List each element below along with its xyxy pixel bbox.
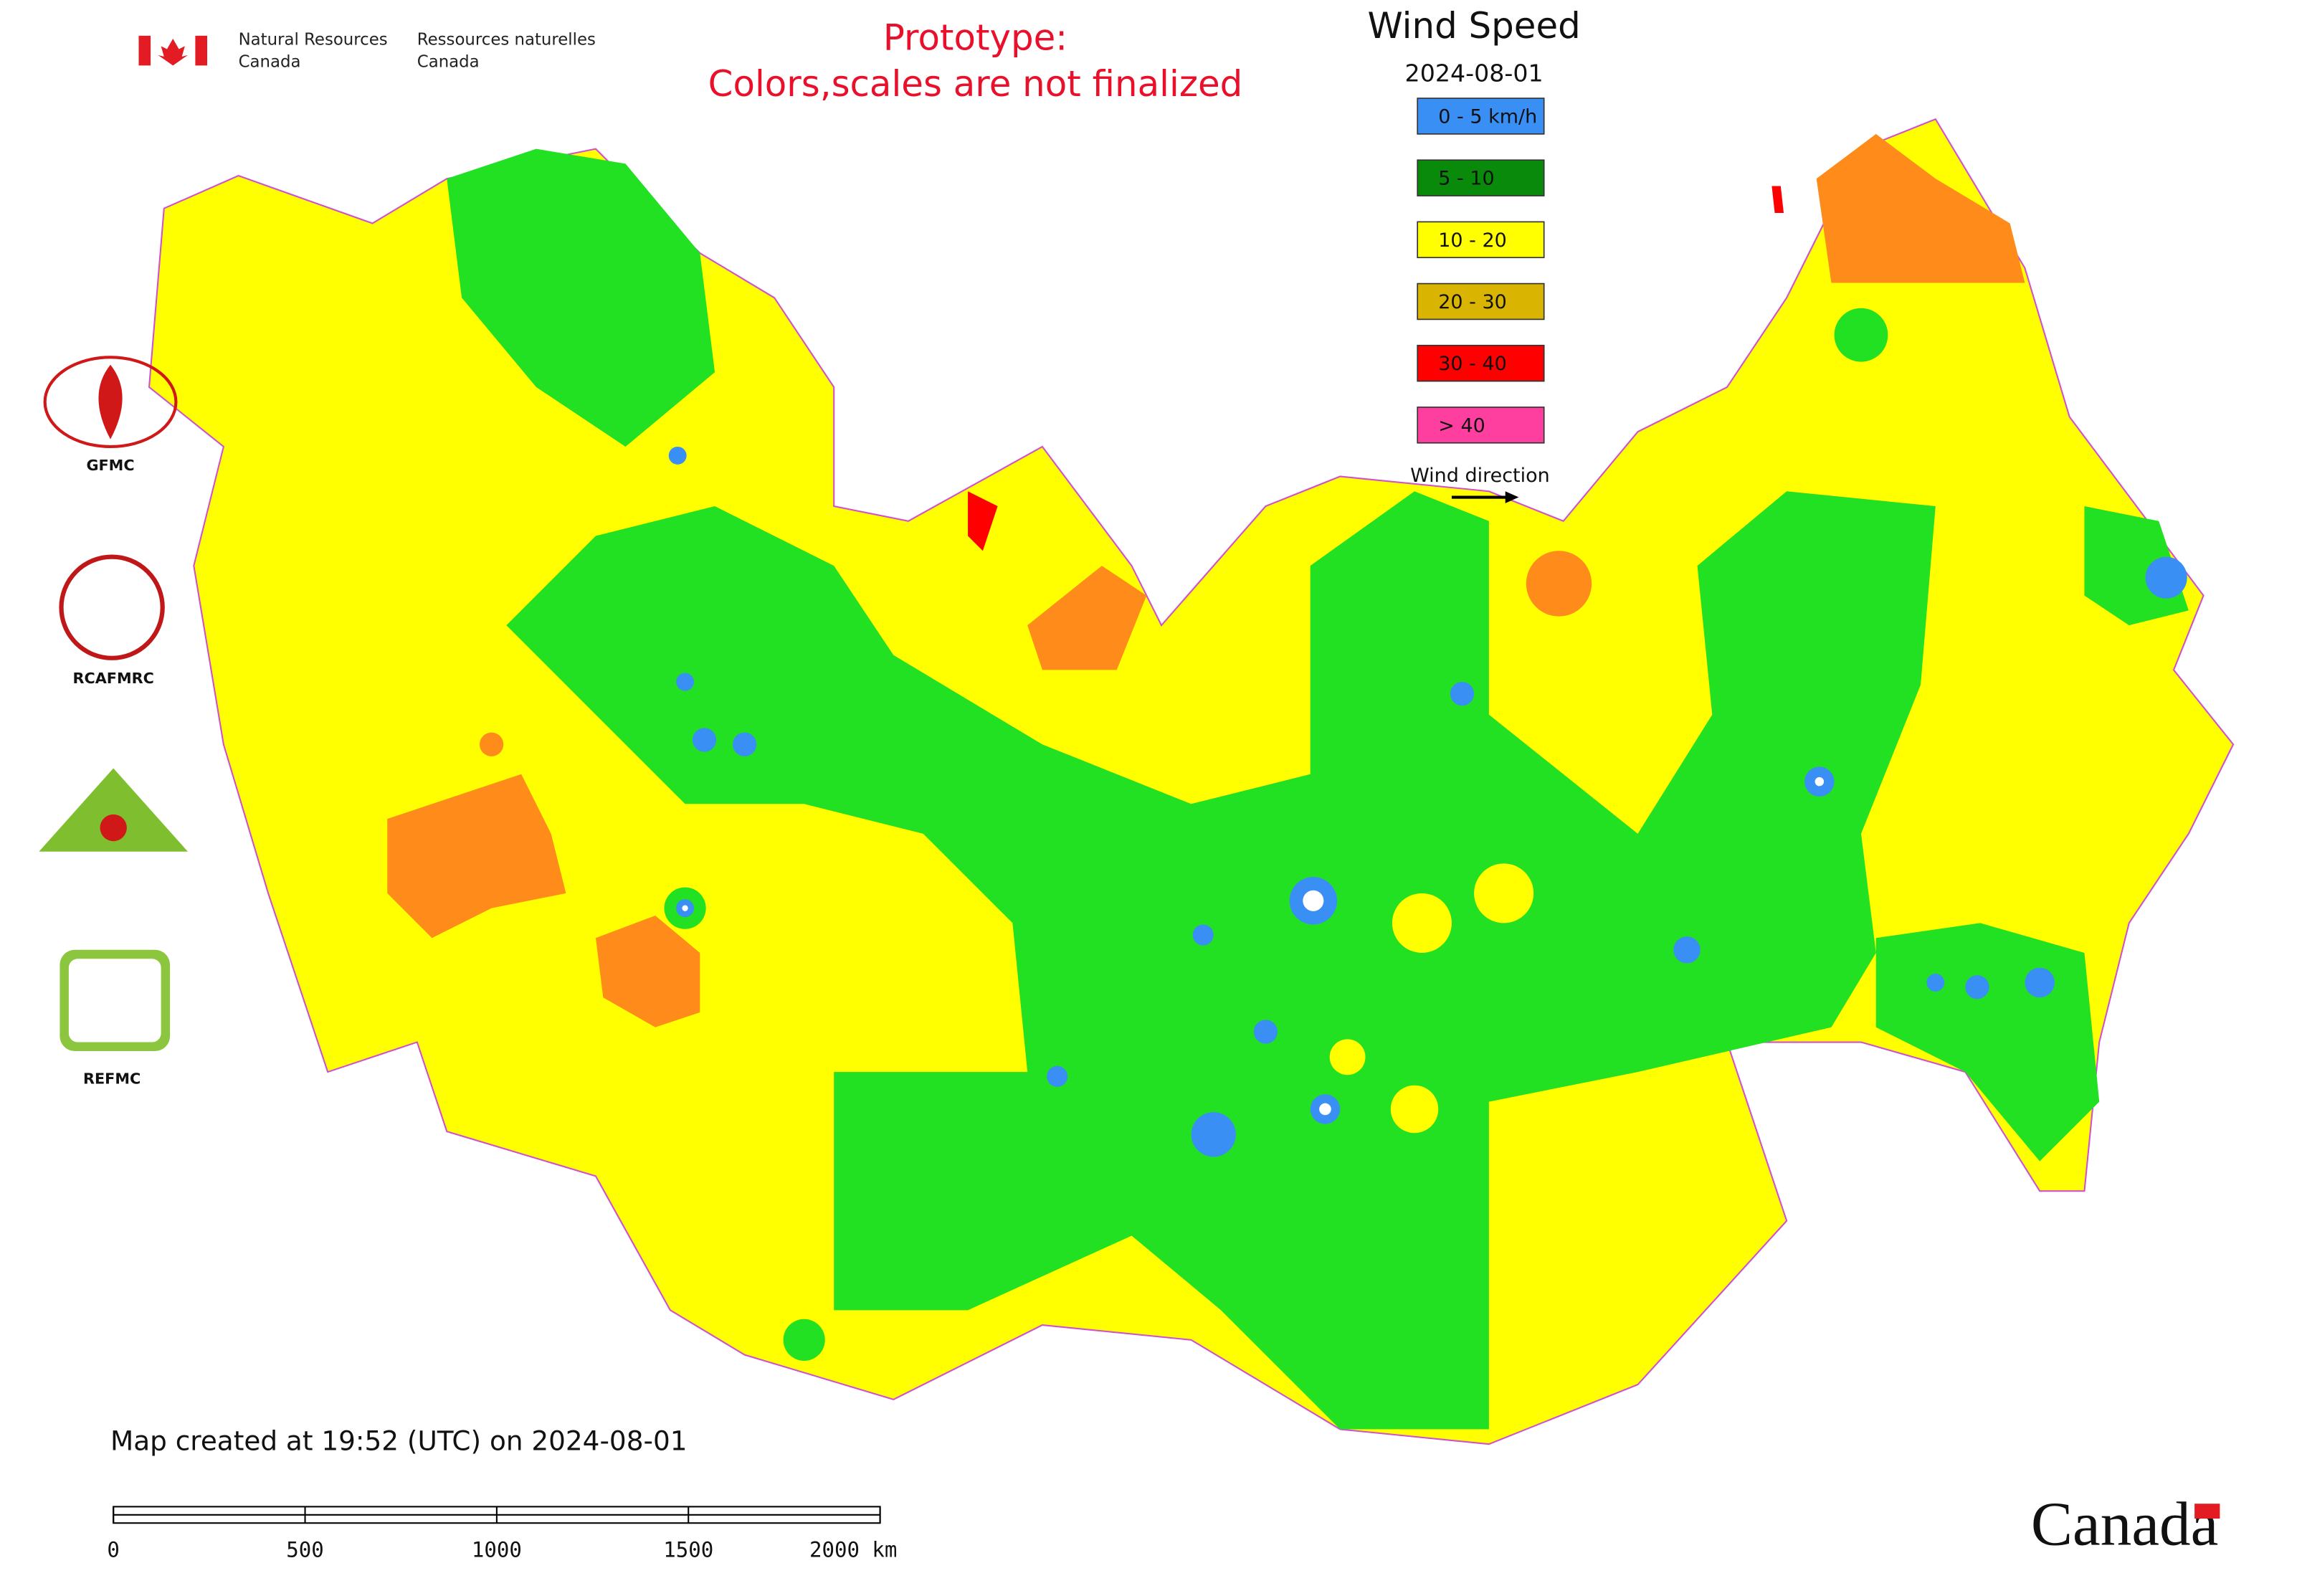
scale-bar: 0 500 1000 1500 2000 km [107,1506,897,1562]
refmc-logo [60,949,171,1052]
legend-swatch [1417,407,1545,444]
legend-swatch [1417,282,1545,320]
scale-label: 1000 [472,1538,522,1562]
prototype-note: Colors,scales are not finalized [708,63,1243,105]
logo-label: GFMC [86,457,134,474]
map-created: Map created at 19:52 (UTC) on 2024-08-01 [110,1425,687,1457]
legend-label: 30 - 40 [1438,353,1507,375]
agency-en: Natural Resources [239,31,388,49]
agency-fr: Ressources naturelles [417,31,596,49]
legend-swatch [1417,159,1545,196]
legend-date: 2024-08-01 [1405,59,1544,87]
agency-fr-2: Canada [417,53,480,72]
legend-swatch [1417,221,1545,259]
wind-direction-label: Wind direction [1410,465,1550,487]
reefmc-logo [39,768,189,852]
canada-wordmark: Canada [2031,1489,2218,1559]
legend-label: 20 - 30 [1438,291,1507,313]
legend-swatch [1417,344,1545,382]
gfmc-logo [43,356,178,449]
prototype-note: Prototype: [883,17,1067,59]
agency-en-2: Canada [239,53,301,72]
scale-label: 500 [286,1538,324,1562]
legend-label: 10 - 20 [1438,229,1507,252]
legend-label: 5 - 10 [1438,168,1494,190]
scale-label: 0 [107,1538,120,1562]
map [148,118,2235,1445]
wind-arrow [1451,491,1519,503]
legend: 0 - 5 km/h 5 - 10 10 - 20 20 - 30 30 - 40 > 4… [1417,98,1545,444]
logo-label: RCAFMRC [73,670,154,687]
nrcan-logo [138,35,208,66]
logo-label: REFMC [83,1070,141,1087]
legend-swatch [1417,98,1545,135]
rcafmrc-logo [59,554,165,660]
legend-label: > 40 [1438,414,1485,437]
scale-label: 2000 km [809,1538,897,1562]
scale-label: 1500 [663,1538,713,1562]
legend-label: 0 - 5 km/h [1438,106,1537,128]
legend-title: Wind Speed [1367,5,1580,47]
wordmark-flag [2194,1504,2220,1519]
